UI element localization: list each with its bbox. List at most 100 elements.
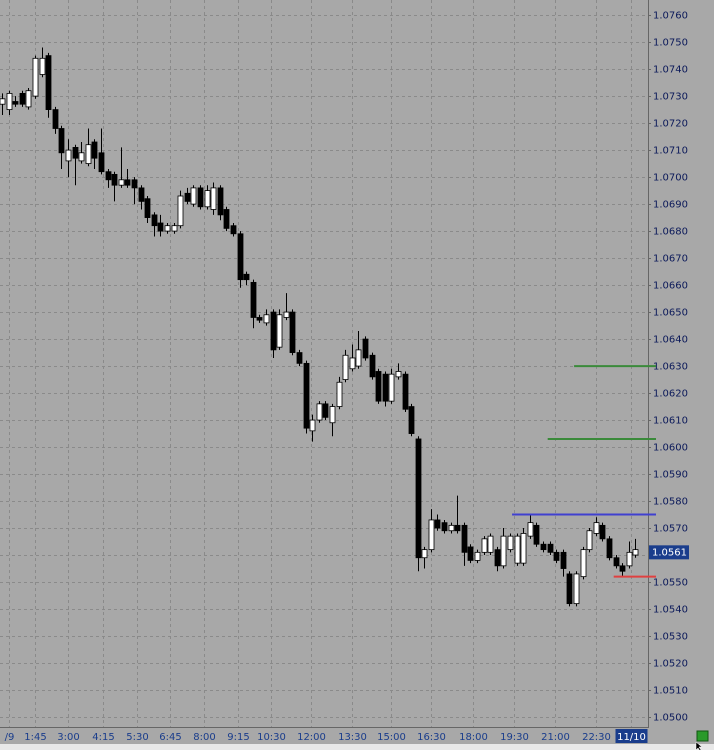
y-tick-label: 1.0650: [653, 308, 688, 319]
x-tick-label: 8:00: [193, 732, 215, 743]
candle-body: [32, 57, 39, 97]
candle-body: [276, 314, 283, 348]
y-tick-label: 1.0710: [653, 146, 688, 157]
candle-body: [303, 362, 310, 429]
y-tick-label: 1.0630: [653, 362, 688, 373]
candle-body: [593, 522, 600, 534]
candle-body: [72, 146, 79, 159]
x-tick-label: 4:15: [92, 732, 114, 743]
x-tick-label: 10:30: [257, 732, 286, 743]
candle-body: [494, 549, 501, 567]
candle-body: [560, 551, 567, 569]
candle-body: [58, 128, 65, 154]
candle-body: [375, 371, 382, 402]
candle-body: [0, 98, 6, 105]
x-tick-highlight: [615, 729, 648, 743]
last-price-box: [649, 545, 689, 560]
candle-body: [342, 354, 349, 380]
status-strip: [0, 744, 714, 750]
status-indicator[interactable]: [696, 730, 709, 742]
candle-body: [237, 233, 244, 281]
candle-body: [369, 354, 376, 378]
y-tick-label: 1.0540: [653, 605, 688, 616]
candle-body: [580, 549, 587, 578]
candle-body: [382, 373, 389, 402]
last-price-label: 1.0561: [652, 547, 687, 558]
x-tick-label: 15:00: [377, 732, 406, 743]
candle-body: [408, 406, 415, 434]
y-tick-label: 1.0530: [653, 632, 688, 643]
candle-body: [520, 533, 527, 564]
candle-body: [599, 524, 606, 540]
candle-body: [434, 519, 441, 529]
x-tick-label: 18:00: [459, 732, 488, 743]
candle-body: [329, 406, 336, 424]
candle-body: [613, 557, 620, 567]
y-tick-label: 1.0740: [653, 65, 688, 76]
candle-body: [540, 543, 547, 551]
candle-body: [6, 93, 13, 111]
candle-body: [230, 225, 237, 235]
candle-body: [144, 198, 151, 218]
candle-body: [124, 179, 131, 186]
candle-body: [527, 522, 534, 537]
x-tick-label: 1:45: [24, 732, 46, 743]
x-tick-label: 9:15: [227, 732, 249, 743]
y-tick-label: 1.0520: [653, 659, 688, 670]
candle-body: [566, 573, 573, 605]
y-tick-label: 1.0720: [653, 119, 688, 130]
y-tick-label: 1.0590: [653, 470, 688, 481]
y-tick-label: 1.0600: [653, 443, 688, 454]
candle-body: [204, 190, 211, 208]
candle-body: [19, 93, 26, 105]
candle-body: [270, 311, 277, 351]
candle-body: [65, 149, 72, 162]
y-tick-label: 1.0640: [653, 335, 688, 346]
candle-body: [131, 179, 138, 189]
y-tick-label: 1.0730: [653, 92, 688, 103]
candle-body: [336, 381, 343, 407]
x-tick-label: 3:00: [57, 732, 79, 743]
candle-body: [474, 551, 481, 561]
candle-body: [256, 317, 263, 321]
y-tick-label: 1.0580: [653, 497, 688, 508]
candle-body: [157, 222, 164, 232]
candle-body: [289, 311, 296, 353]
candle-body: [619, 565, 626, 572]
x-tick-label: 19:30: [500, 732, 529, 743]
candle-body: [322, 403, 329, 418]
candle-body: [105, 171, 112, 181]
candle-body: [514, 535, 521, 564]
x-tick-label: 5:30: [126, 732, 148, 743]
candle-body: [606, 538, 613, 559]
candle-body: [283, 311, 290, 318]
y-tick-label: 1.0660: [653, 281, 688, 292]
candle-body: [481, 538, 488, 553]
candle-body: [263, 314, 270, 324]
candle-body: [250, 281, 257, 318]
candle-body: [39, 57, 46, 75]
candle-body: [395, 371, 402, 378]
candle-body: [349, 357, 356, 370]
x-tick-label: 12:00: [297, 732, 326, 743]
y-tick-label: 1.0510: [653, 686, 688, 697]
candle-body: [85, 144, 92, 164]
y-tick-label: 1.0610: [653, 416, 688, 427]
candle-body: [309, 419, 316, 432]
candle-body: [12, 101, 19, 105]
candle-body: [421, 549, 428, 559]
candle-body: [25, 90, 32, 108]
candle-body: [45, 55, 52, 111]
candle-body: [573, 573, 580, 605]
y-tick-label: 1.0680: [653, 227, 688, 238]
y-tick-label: 1.0670: [653, 254, 688, 265]
y-tick-label: 1.0700: [653, 173, 688, 184]
candle-body: [111, 173, 118, 186]
candle-body: [184, 192, 191, 202]
candle-body: [316, 403, 323, 421]
x-tick-label: 13:30: [338, 732, 367, 743]
candle-body: [138, 187, 145, 202]
candle-body: [164, 225, 171, 232]
candle-body: [52, 109, 59, 129]
